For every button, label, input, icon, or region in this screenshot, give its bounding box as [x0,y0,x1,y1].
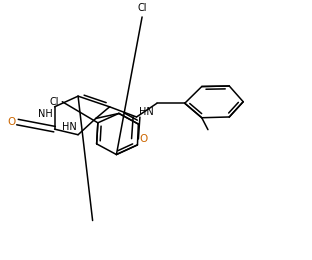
Text: Cl: Cl [50,97,59,107]
Text: HN: HN [62,122,76,132]
Text: HN: HN [139,107,154,117]
Text: O: O [8,117,16,127]
Text: NH: NH [38,109,53,119]
Text: Cl: Cl [137,3,147,13]
Text: O: O [139,134,148,144]
